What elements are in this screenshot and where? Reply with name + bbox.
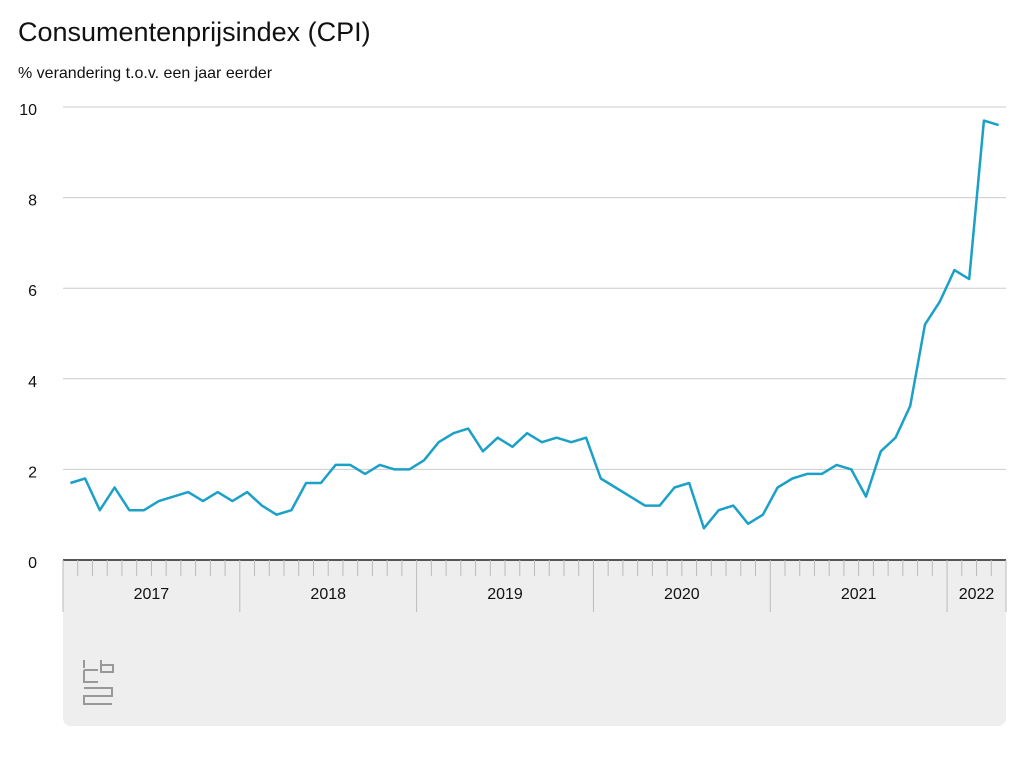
y-tick-label: 4 — [28, 374, 37, 391]
x-tick-label: 2021 — [841, 586, 877, 603]
x-tick-label: 2020 — [664, 586, 700, 603]
y-tick-label: 10 — [19, 102, 37, 119]
y-tick-label: 2 — [28, 464, 37, 481]
y-tick-label: 0 — [28, 555, 37, 572]
y-tick-label: 8 — [28, 193, 37, 210]
chart-title: Consumentenprijsindex (CPI) — [18, 17, 371, 47]
logo — [83, 660, 114, 705]
line — [70, 119, 999, 530]
axis-panel — [63, 560, 1006, 726]
x-tick-label: 2022 — [959, 586, 995, 603]
x-tick-label: 2019 — [487, 586, 523, 603]
y-tick-label: 6 — [28, 283, 37, 300]
x-tick-label: 2018 — [310, 586, 346, 603]
chart-subtitle: % verandering t.o.v. een jaar eerder — [18, 65, 273, 82]
x-tick-label: 2017 — [134, 586, 170, 603]
